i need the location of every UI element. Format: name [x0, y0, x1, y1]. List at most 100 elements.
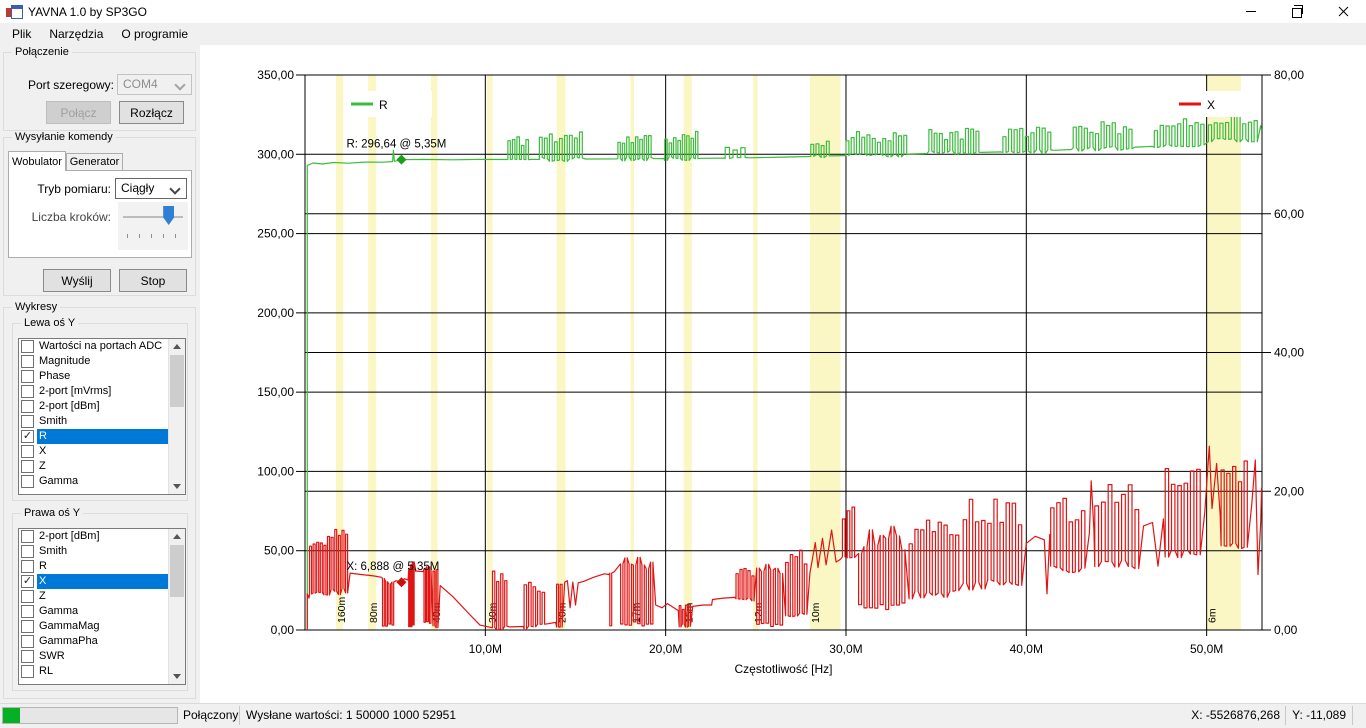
checkbox[interactable]: [21, 400, 34, 413]
scrollbar-thumb[interactable]: [170, 545, 184, 597]
list-item[interactable]: ✓ R: [19, 429, 185, 444]
ham-band-label: 30m: [487, 602, 499, 623]
list-item[interactable]: SWR: [19, 649, 185, 664]
checkbox[interactable]: ✓: [21, 575, 34, 588]
charts-group: Wykresy Lewa oś Y Wartości na portach AD…: [3, 301, 196, 699]
control-panel: Połączenie Port szeregowy: COM4 Połącz R…: [0, 45, 200, 704]
list-item[interactable]: R: [19, 559, 185, 574]
marker-diamond-icon: [396, 577, 407, 588]
list-item-label: Gamma: [39, 605, 79, 617]
list-item[interactable]: 2-port [dBm]: [19, 399, 185, 414]
list-item[interactable]: Smith: [19, 544, 185, 559]
checkbox[interactable]: [21, 445, 34, 458]
send-button[interactable]: Wyślij: [43, 269, 111, 292]
scrollbar-thumb[interactable]: [170, 355, 184, 407]
list-item[interactable]: Smith: [19, 414, 185, 429]
x-axis-tick-label: 50,0M: [1190, 642, 1223, 656]
checkbox[interactable]: [21, 530, 34, 543]
right-axis-tick-label: 20,00: [1274, 484, 1304, 498]
list-item[interactable]: Gamma: [19, 604, 185, 619]
checkbox[interactable]: [21, 650, 34, 663]
slider-tick: [163, 234, 164, 238]
checkbox[interactable]: [21, 605, 34, 618]
measure-mode-combo[interactable]: Ciągły: [115, 178, 187, 199]
command-group-label: Wysyłanie komendy: [12, 131, 116, 143]
checkbox[interactable]: [21, 385, 34, 398]
legend-X: X: [1172, 91, 1248, 117]
right-axis-tick-label: 60,00: [1274, 207, 1304, 221]
checkbox[interactable]: [21, 415, 34, 428]
list-item[interactable]: Wartości na portach ADC: [19, 339, 185, 354]
tab-wobulator[interactable]: Wobulator: [8, 151, 66, 171]
checkbox[interactable]: [21, 620, 34, 633]
restore-icon: [1292, 4, 1303, 18]
list-item[interactable]: Gamma: [19, 474, 185, 489]
cursor-y-value: Y: -11,089: [1292, 708, 1346, 722]
ham-band-label: 160m: [336, 596, 348, 623]
scrollbar[interactable]: [168, 339, 185, 494]
list-item[interactable]: Z: [19, 459, 185, 474]
list-item[interactable]: X: [19, 444, 185, 459]
serial-port-combo[interactable]: COM4: [117, 74, 192, 95]
tab-generator-label: Generator: [69, 156, 120, 168]
list-item-label: 2-port [dBm]: [39, 530, 100, 542]
list-item[interactable]: 2-port [mVrms]: [19, 384, 185, 399]
measurement-chart[interactable]: 160m 80m 40m 30m 20m 17m 15m 12m 10m 6mR XR: 296,6…: [200, 45, 1366, 704]
checkbox[interactable]: [21, 355, 34, 368]
left-axis-tick-label: 300,00: [257, 147, 294, 161]
legend-R-label: R: [379, 98, 388, 112]
series-X-trace: [306, 445, 1263, 631]
list-item[interactable]: Phase: [19, 369, 185, 384]
steps-slider[interactable]: [118, 202, 188, 250]
slider-rail[interactable]: [123, 216, 183, 218]
left-axis-tick-label: 100,00: [257, 464, 294, 478]
list-item[interactable]: GammaMag: [19, 619, 185, 634]
menu-narzedzia[interactable]: Narzędzia: [49, 27, 104, 41]
slider-tick: [139, 234, 140, 238]
chevron-down-icon: [169, 183, 181, 195]
list-item[interactable]: RL: [19, 664, 185, 679]
list-item-label: Smith: [39, 545, 68, 557]
list-item[interactable]: Magnitude: [19, 354, 185, 369]
menu-plik[interactable]: Plik: [12, 27, 32, 41]
minimize-button[interactable]: [1228, 0, 1274, 23]
checkbox[interactable]: [21, 475, 34, 488]
scroll-up-arrow-icon[interactable]: [169, 339, 185, 354]
scroll-down-arrow-icon[interactable]: [169, 479, 185, 494]
checkbox[interactable]: ✓: [21, 430, 34, 443]
menu-o-programie[interactable]: O programie: [121, 27, 189, 41]
scrollbar[interactable]: [168, 529, 185, 684]
disconnect-button[interactable]: Rozłącz: [119, 101, 184, 124]
list-item-label: RL: [39, 665, 54, 677]
axes: 0,00 50,00 100,00 150,00 200,00 250,00 300,00 3…: [257, 68, 1304, 656]
checkbox[interactable]: [21, 340, 34, 353]
list-item[interactable]: ✓ X: [19, 574, 185, 589]
checkbox[interactable]: [21, 545, 34, 558]
list-item[interactable]: Z: [19, 589, 185, 604]
checkbox[interactable]: [21, 460, 34, 473]
series-R-trace: [306, 113, 1263, 630]
checkbox[interactable]: [21, 590, 34, 603]
ham-band-label: 10m: [810, 602, 822, 623]
minimize-icon: [1246, 11, 1256, 12]
list-item[interactable]: GammaPha: [19, 634, 185, 649]
scroll-down-arrow-icon[interactable]: [169, 669, 185, 684]
stop-button[interactable]: Stop: [119, 269, 187, 292]
list-item-label: SWR: [39, 650, 65, 662]
connect-button[interactable]: Połącz: [46, 101, 111, 124]
checkbox[interactable]: [21, 560, 34, 573]
right-axis-listbox[interactable]: 2-port [dBm] Smith R ✓ X Z Gamma GammaMag GammaP…: [18, 528, 186, 685]
checkbox[interactable]: [21, 635, 34, 648]
scroll-up-arrow-icon[interactable]: [169, 529, 185, 544]
checkbox[interactable]: [21, 665, 34, 678]
ham-band-label: 6m: [1207, 608, 1219, 623]
left-axis-tick-label: 200,00: [257, 306, 294, 320]
list-item[interactable]: 2-port [dBm]: [19, 529, 185, 544]
restore-button[interactable]: [1274, 0, 1320, 23]
left-axis-listbox[interactable]: Wartości na portach ADC Magnitude Phase 2-p…: [18, 338, 186, 495]
close-button[interactable]: [1320, 0, 1366, 23]
checkbox[interactable]: [21, 370, 34, 383]
slider-thumb[interactable]: [163, 206, 175, 225]
left-axis-tick-label: 50,00: [264, 544, 294, 558]
tab-generator[interactable]: Generator: [66, 153, 123, 171]
